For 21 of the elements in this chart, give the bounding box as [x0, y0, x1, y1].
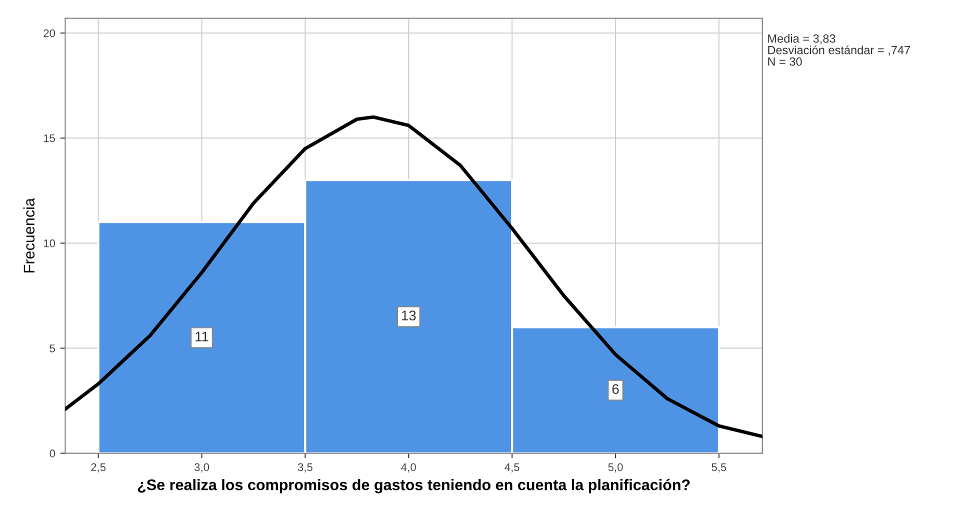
x-tick-label: 3,5 [298, 463, 312, 472]
y-axis-title: Frecuencia [23, 198, 35, 272]
data-label: 11 [196, 332, 208, 342]
x-tick-label: 4,0 [401, 463, 416, 472]
x-tick-label: 5,0 [608, 463, 623, 472]
text: Media = 3,83 [768, 34, 836, 44]
x-tick-label: 2,5 [91, 463, 106, 472]
y-tick-label: 15 [44, 134, 56, 142]
y-tick-label: 0 [50, 450, 56, 458]
x-tick-label: 4,5 [504, 463, 520, 472]
data-label: 13 [402, 310, 416, 320]
line-series [65, 115, 762, 438]
x-axis-title: ¿Se realiza los compromisos de gastos teniendo en cuenta la planificación? [138, 478, 690, 494]
text: Desviación estándar = ,747 [768, 45, 910, 56]
y-tick-label: 10 [44, 239, 56, 248]
y-tick-label: 20 [44, 29, 56, 38]
x-tick-label: 3,0 [194, 463, 210, 472]
data-label: 6 [612, 384, 619, 394]
x-tick-label: 5,5 [712, 463, 726, 472]
text: N = 30 [768, 57, 802, 66]
y-tick-label: 5 [50, 344, 56, 352]
